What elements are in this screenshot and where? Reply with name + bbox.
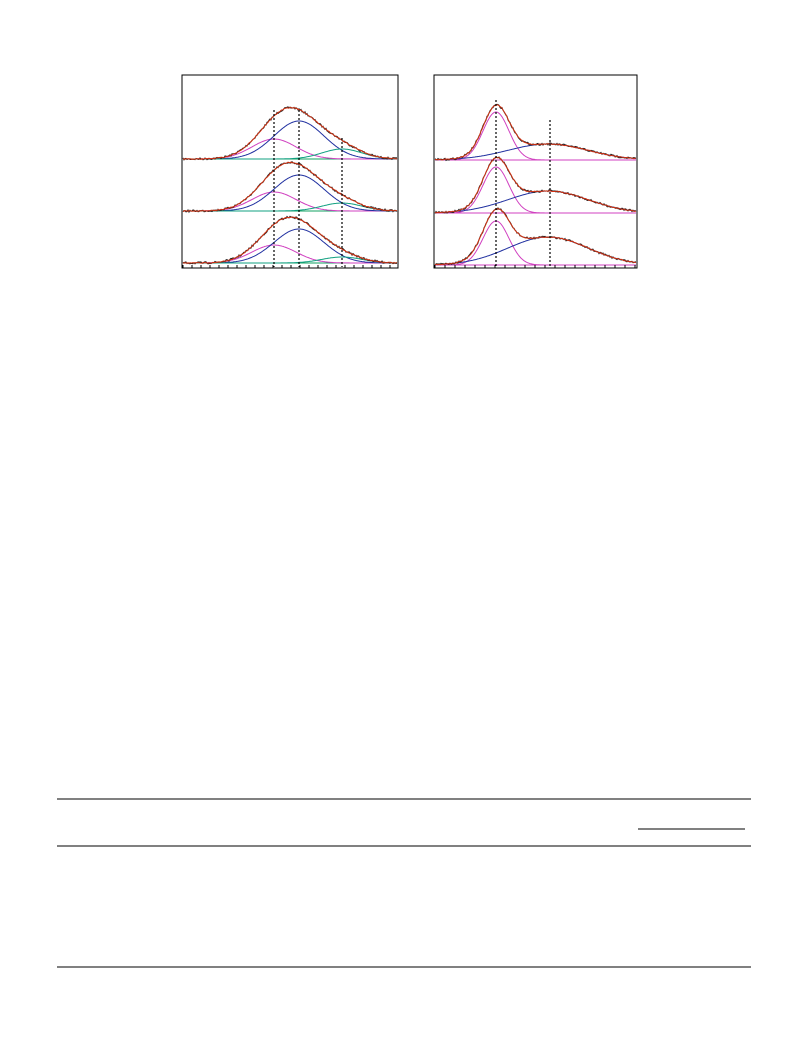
component-curve [183,256,398,264]
component-curve [435,190,637,214]
component-curve [435,220,636,266]
fit-curve [182,106,398,160]
component-curve [183,138,397,160]
measured-curve [182,160,398,214]
component-curve [435,166,636,214]
fit-curve [434,104,636,161]
measured-curve [182,215,398,265]
fit-curve [183,161,398,212]
component-curve [435,111,636,161]
measured-curve [182,106,398,161]
measured-curve [434,206,637,266]
fit-curve [434,156,637,214]
component-curve [183,148,398,160]
component-curve [183,191,397,212]
fit-curve [434,208,637,266]
measured-curve [434,103,637,162]
component-curve [183,228,397,264]
fit-curve [182,216,398,264]
left-plot-frame [181,74,399,269]
figure-curves [182,100,637,268]
component-curve [434,236,637,265]
